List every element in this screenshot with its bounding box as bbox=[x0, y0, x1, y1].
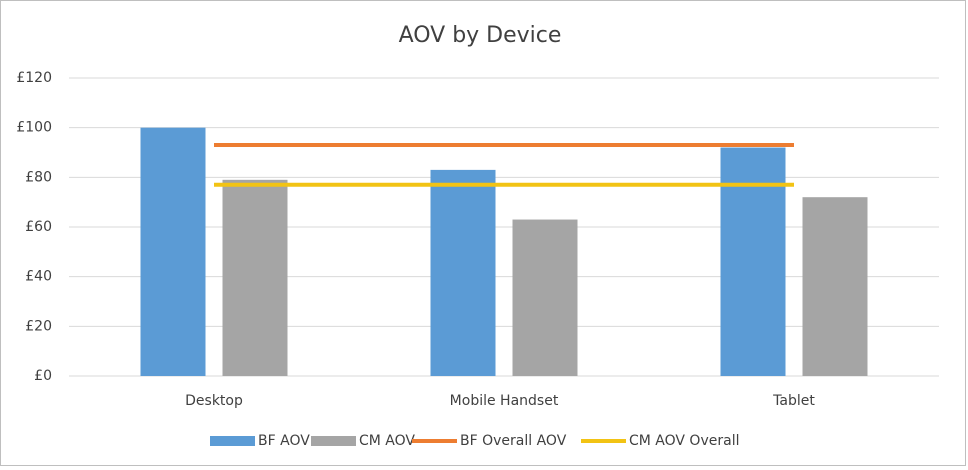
legend-label: CM AOV Overall bbox=[629, 433, 739, 449]
bar bbox=[140, 127, 206, 377]
legend-swatch bbox=[210, 436, 255, 446]
y-tick-label: £40 bbox=[25, 269, 52, 285]
y-tick-label: £0 bbox=[34, 368, 52, 384]
bar bbox=[430, 169, 496, 376]
y-tick-label: £60 bbox=[25, 219, 52, 235]
y-tick-label: £20 bbox=[25, 318, 52, 334]
y-tick-label: £120 bbox=[16, 70, 52, 86]
bar bbox=[720, 147, 786, 376]
x-tick-label: Tablet bbox=[772, 393, 815, 409]
bar bbox=[512, 219, 578, 376]
y-tick-label: £100 bbox=[16, 120, 52, 136]
bar bbox=[222, 179, 288, 376]
bar bbox=[802, 197, 868, 376]
x-tick-label: Mobile Handset bbox=[450, 393, 559, 409]
legend-label: BF AOV bbox=[258, 433, 310, 449]
chart-title: AOV by Device bbox=[399, 23, 562, 48]
legend-label: BF Overall AOV bbox=[460, 433, 567, 449]
legend-label: CM AOV bbox=[359, 433, 415, 449]
legend-swatch bbox=[311, 436, 356, 446]
x-tick-label: Desktop bbox=[185, 393, 243, 409]
y-tick-label: £80 bbox=[25, 169, 52, 185]
